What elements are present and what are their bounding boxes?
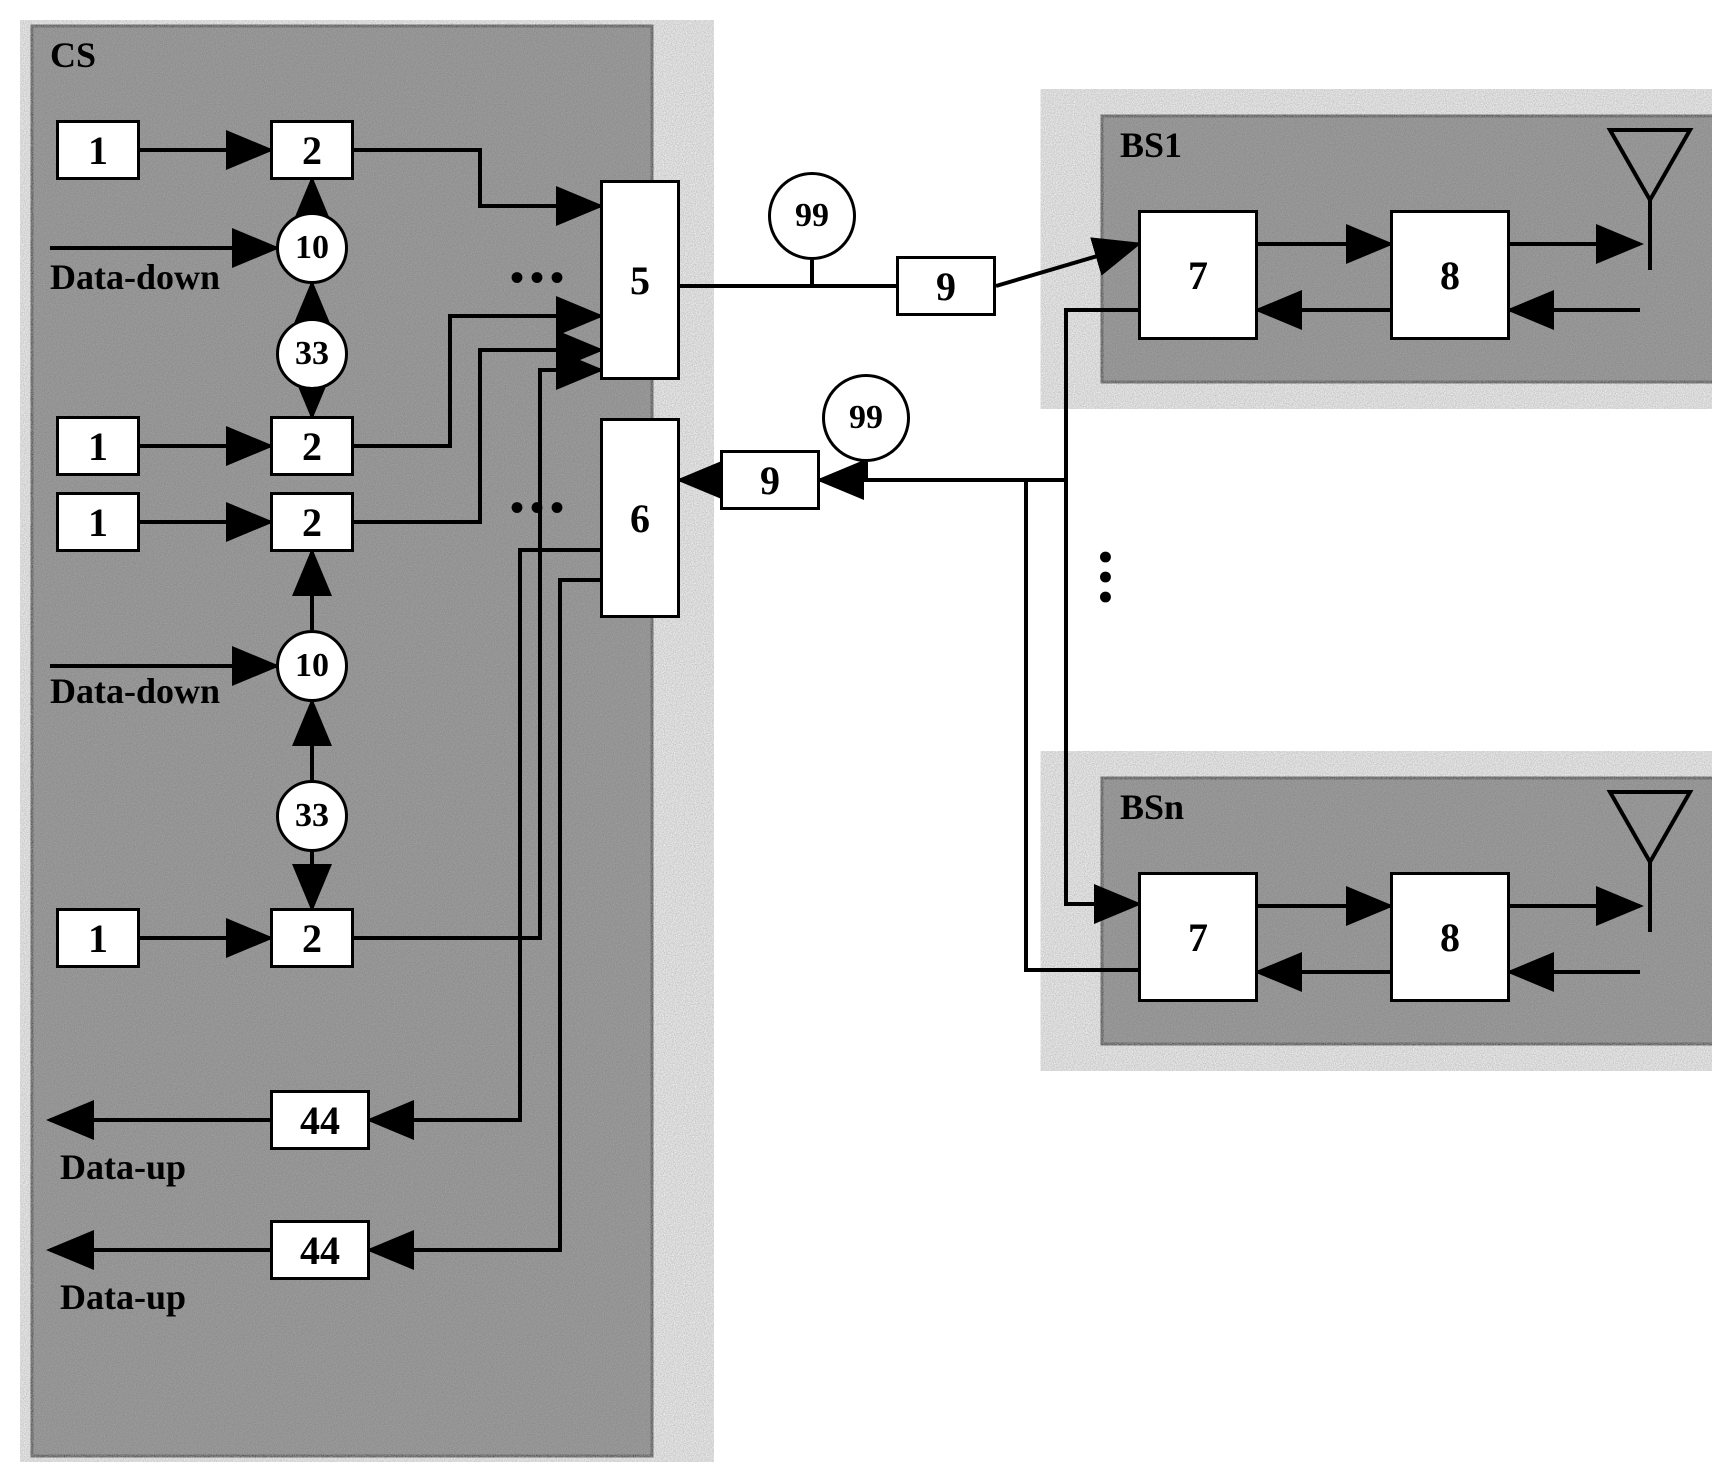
text-du1: Data-up (60, 1146, 186, 1188)
node-c33b: 33 (276, 780, 348, 852)
edge-13 (354, 316, 600, 446)
node-n7a: 7 (1138, 210, 1258, 340)
edge-12 (354, 150, 600, 206)
node-n9a: 9 (896, 256, 996, 316)
edge-16 (370, 550, 600, 1120)
node-n2a: 2 (270, 120, 354, 180)
text-du2: Data-up (60, 1276, 186, 1318)
ellipsis-2: ••• (1082, 550, 1129, 610)
edge-15 (354, 370, 600, 938)
node-n1a: 1 (56, 120, 140, 180)
node-c10a: 10 (276, 212, 348, 284)
ellipsis-1: ••• (510, 484, 570, 531)
node-n2b: 2 (270, 416, 354, 476)
node-n1c: 1 (56, 492, 140, 552)
node-c10b: 10 (276, 630, 348, 702)
ellipsis-0: ••• (510, 254, 570, 301)
node-n9b: 9 (720, 450, 820, 510)
node-c33a: 33 (276, 318, 348, 390)
node-c99a: 99 (768, 172, 856, 260)
node-n6: 6 (600, 418, 680, 618)
node-c99b: 99 (822, 374, 910, 462)
node-n1b: 1 (56, 416, 140, 476)
antenna-ant2 (1610, 792, 1690, 932)
edge-21 (996, 244, 1138, 286)
text-dd1: Data-down (50, 256, 220, 298)
node-n2d: 2 (270, 908, 354, 968)
node-n8a: 8 (1390, 210, 1510, 340)
node-n7b: 7 (1138, 872, 1258, 1002)
edge-26 (1066, 480, 1138, 904)
node-n8b: 8 (1390, 872, 1510, 1002)
diagram-canvas: CSBS1BSn11112222103310334444569999997878… (20, 20, 1712, 1462)
node-n44b: 44 (270, 1220, 370, 1280)
region-label-cs: CS (50, 34, 96, 76)
region-label-bs1: BS1 (1120, 124, 1182, 166)
region-label-bsn: BSn (1120, 786, 1184, 828)
text-dd2: Data-down (50, 670, 220, 712)
edge-17 (370, 580, 600, 1250)
antenna-ant1 (1610, 130, 1690, 270)
node-n5: 5 (600, 180, 680, 380)
node-n2c: 2 (270, 492, 354, 552)
node-n1d: 1 (56, 908, 140, 968)
node-n44a: 44 (270, 1090, 370, 1150)
